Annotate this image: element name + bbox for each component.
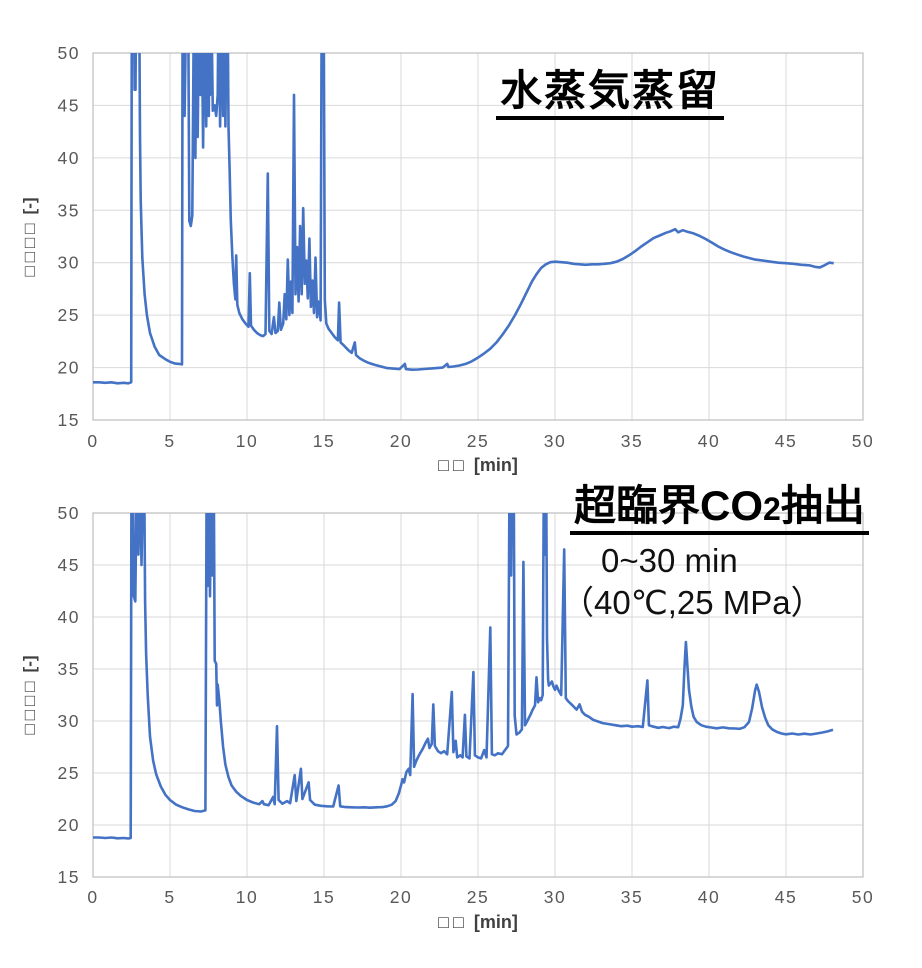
x-axis-label-boxes: □□ [438, 912, 468, 932]
x-tick-label: 0 [87, 431, 98, 451]
tick-labels: 0 5 10 15 20 25 30 35 40 45 50 15 20 25 30 35 40 45 50 [58, 503, 874, 907]
annotation-time-range: 0~30 min [601, 542, 738, 579]
y-axis-title: □□□□ [-] [20, 197, 40, 276]
y-tick-label: 50 [58, 503, 80, 523]
y-tick-label: 35 [58, 659, 80, 679]
y-tick-label: 30 [58, 253, 80, 273]
x-tick-label: 30 [544, 431, 566, 451]
x-tick-label: 15 [313, 887, 335, 907]
plot-border [92, 512, 864, 878]
x-axis-label-boxes: □□ [438, 455, 468, 475]
x-tick-label: 15 [313, 431, 335, 451]
x-tick-label: 10 [236, 887, 258, 907]
y-tick-label: 35 [58, 200, 80, 220]
x-axis-label-unit: [min] [473, 455, 518, 475]
x-tick-label: 35 [621, 431, 643, 451]
y-axis-label-unit: [-] [20, 197, 39, 215]
x-tick-label: 40 [698, 431, 720, 451]
chart-title-text: 超臨界CO2抽出 [570, 485, 869, 535]
x-tick-label: 0 [87, 887, 98, 907]
title-suffix: 抽出 [780, 482, 865, 529]
y-tick-label: 40 [58, 607, 80, 627]
y-tick-label: 15 [58, 867, 80, 887]
x-axis-label-unit: [min] [473, 912, 518, 932]
y-axis-label-boxes: □□□□ [20, 677, 39, 735]
x-tick-label: 40 [698, 887, 720, 907]
supercritical-co2-chart: 0 5 10 15 20 25 30 35 40 45 50 15 20 25 30 35 40 45 50 □□□… [0, 484, 922, 968]
chart-title-text: 水蒸気蒸留 [496, 70, 725, 120]
title-prefix: 超臨界CO [574, 482, 764, 529]
x-tick-label: 5 [164, 887, 175, 907]
y-axis-label-unit: [-] [20, 655, 39, 673]
chart-title-steam-distillation: 水蒸気蒸留 [496, 70, 725, 120]
x-tick-label: 10 [236, 431, 258, 451]
chromatogram-trace [93, 53, 834, 385]
y-tick-label: 45 [58, 555, 80, 575]
chromatogram-trace [93, 513, 834, 840]
steam-distillation-chart: 0 5 10 15 20 25 30 35 40 45 50 15 20 25 30 35 40 45 50 □□□… [20, 43, 874, 476]
x-axis-title: □□ [min] [93, 912, 863, 933]
x-tick-label: 5 [164, 431, 175, 451]
y-tick-label: 20 [58, 815, 80, 835]
x-tick-label: 25 [467, 431, 489, 451]
y-axis-title: □□□□ [-] [20, 655, 40, 734]
y-tick-label: 15 [58, 410, 80, 430]
y-tick-label: 45 [58, 95, 80, 115]
x-tick-label: 45 [775, 887, 797, 907]
y-tick-label: 30 [58, 711, 80, 731]
annotation-conditions: （40℃,25 MPa） [561, 584, 824, 621]
supercritical-co2-plot: 0 5 10 15 20 25 30 35 40 45 50 15 20 25 30 35 40 45 50 [58, 503, 874, 907]
x-tick-label: 25 [467, 887, 489, 907]
x-axis-title: □□ [min] [93, 455, 863, 476]
x-tick-label: 45 [775, 431, 797, 451]
plot-border [92, 52, 864, 421]
x-tick-label: 50 [852, 431, 874, 451]
tick-labels: 0 5 10 15 20 25 30 35 40 45 50 15 20 25 30 35 40 45 50 [58, 43, 874, 451]
steam-distillation-plot: 0 5 10 15 20 25 30 35 40 45 50 15 20 25 30 35 40 45 50 [58, 43, 874, 451]
x-tick-label: 35 [621, 887, 643, 907]
x-tick-label: 20 [390, 887, 412, 907]
y-tick-label: 40 [58, 148, 80, 168]
y-tick-label: 25 [58, 305, 80, 325]
x-tick-label: 30 [544, 887, 566, 907]
y-tick-label: 50 [58, 43, 80, 63]
chart-title-supercritical-co2: 超臨界CO2抽出 [570, 485, 869, 535]
y-axis-label-boxes: □□□□ [20, 219, 39, 277]
y-tick-label: 25 [58, 763, 80, 783]
title-subscript: 2 [763, 491, 781, 527]
x-tick-label: 20 [390, 431, 412, 451]
y-tick-label: 20 [58, 358, 80, 378]
x-tick-label: 50 [852, 887, 874, 907]
